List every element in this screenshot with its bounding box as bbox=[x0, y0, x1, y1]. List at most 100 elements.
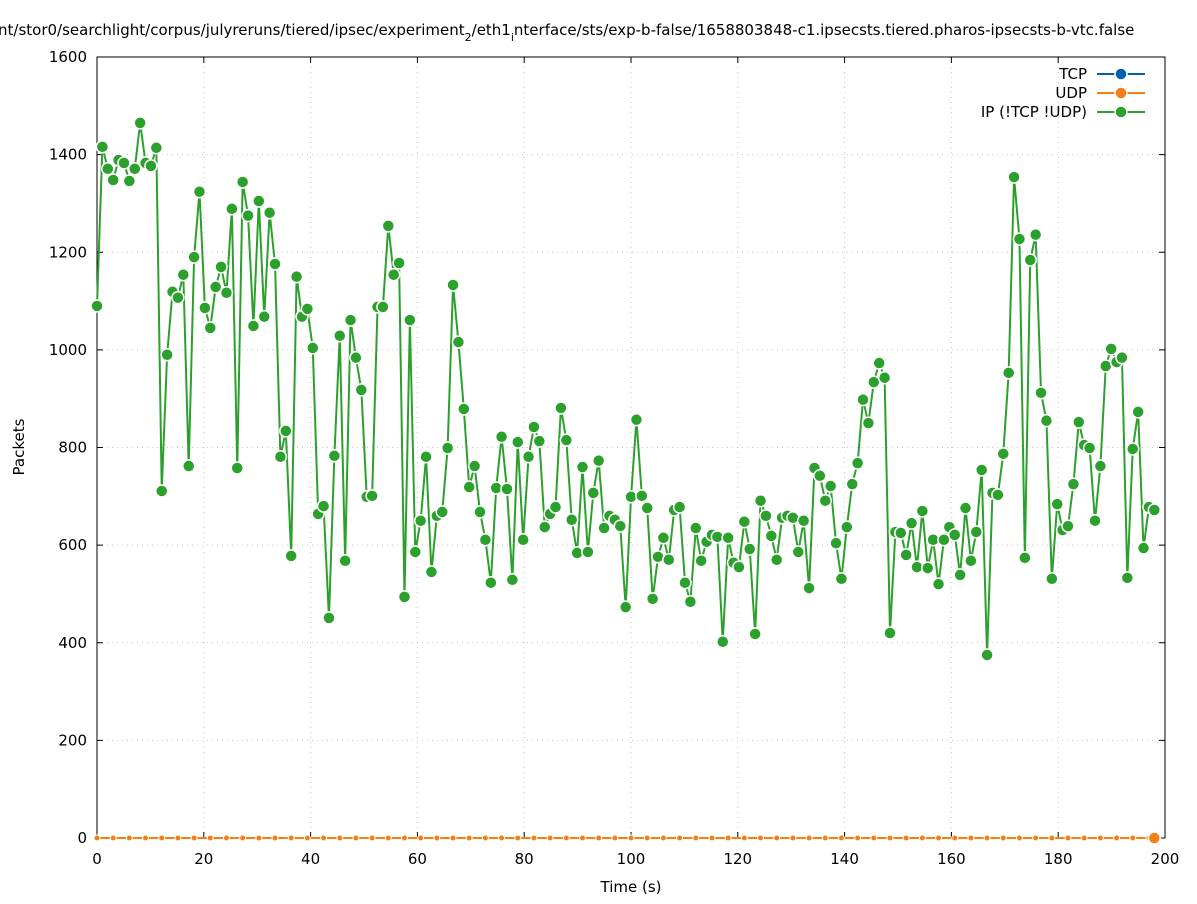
ip-point bbox=[101, 162, 115, 176]
ip-point bbox=[419, 450, 433, 464]
ip-point bbox=[392, 256, 406, 270]
udp-point bbox=[303, 834, 311, 842]
ip-point bbox=[235, 175, 250, 189]
udp-point bbox=[708, 834, 716, 842]
ip-point bbox=[1088, 513, 1102, 528]
udp-point bbox=[174, 834, 182, 842]
legend-label: TCP bbox=[1058, 65, 1087, 83]
udp-point bbox=[724, 834, 732, 842]
udp-point bbox=[1064, 834, 1072, 842]
ip-point bbox=[564, 512, 579, 527]
ip-point bbox=[818, 493, 833, 508]
ip-point bbox=[478, 533, 493, 547]
ip-point bbox=[689, 521, 703, 535]
udp-point bbox=[465, 834, 473, 842]
ip-point bbox=[505, 573, 520, 587]
x-tick-label: 40 bbox=[301, 850, 320, 868]
udp-point bbox=[93, 834, 101, 842]
udp-point bbox=[902, 834, 910, 842]
ip-point bbox=[144, 159, 158, 173]
ip-point bbox=[1125, 442, 1140, 456]
udp-point bbox=[222, 834, 230, 842]
ip-point bbox=[931, 577, 946, 591]
ip-point bbox=[511, 435, 525, 449]
ip-point bbox=[457, 402, 471, 416]
ip-point bbox=[203, 321, 218, 335]
udp-point bbox=[514, 834, 522, 842]
y-tick-label: 200 bbox=[58, 731, 87, 749]
ip-point bbox=[467, 459, 482, 473]
x-tick-label: 200 bbox=[1151, 850, 1180, 868]
ip-point bbox=[397, 590, 412, 604]
udp-point bbox=[546, 834, 554, 842]
ip-point bbox=[899, 548, 913, 562]
udp-point bbox=[886, 834, 894, 842]
udp-point bbox=[773, 834, 781, 842]
ip-point bbox=[219, 286, 234, 300]
ip-point bbox=[192, 184, 207, 199]
ip-point bbox=[516, 533, 530, 547]
ip-point bbox=[532, 434, 547, 448]
ip-point bbox=[160, 348, 174, 362]
udp-point bbox=[481, 834, 489, 842]
udp-point bbox=[109, 834, 117, 842]
ip-point bbox=[338, 553, 352, 568]
ip-point bbox=[381, 219, 396, 233]
udp-point bbox=[1129, 834, 1137, 842]
ip-point bbox=[904, 516, 919, 530]
ip-point bbox=[618, 600, 633, 614]
ip-point bbox=[635, 489, 649, 503]
ip-point bbox=[537, 520, 552, 534]
udp-point bbox=[579, 834, 587, 842]
udp-point bbox=[935, 834, 943, 842]
y-tick-label: 400 bbox=[58, 634, 87, 652]
udp-point bbox=[918, 834, 926, 842]
ip-point bbox=[662, 553, 676, 567]
udp-point bbox=[999, 834, 1007, 842]
ip-point bbox=[883, 626, 897, 640]
ip-point bbox=[484, 575, 498, 590]
ip-point bbox=[769, 553, 784, 567]
udp-point bbox=[870, 834, 878, 842]
ip-point bbox=[597, 521, 611, 535]
ip-point bbox=[257, 309, 271, 324]
udp-point bbox=[336, 834, 344, 842]
y-tick-label: 800 bbox=[58, 439, 87, 457]
udp-point bbox=[692, 834, 700, 842]
ip-point bbox=[1072, 415, 1086, 429]
udp-point bbox=[1048, 834, 1056, 842]
ip-point bbox=[187, 250, 201, 264]
ip-point bbox=[386, 267, 401, 282]
udp-point bbox=[433, 834, 441, 842]
x-tick-label: 140 bbox=[830, 850, 859, 868]
udp-point bbox=[384, 834, 392, 842]
udp-point bbox=[1113, 834, 1121, 842]
ip-point bbox=[408, 545, 423, 559]
udp-point bbox=[368, 834, 376, 842]
ip-point bbox=[915, 504, 930, 518]
udp-point bbox=[206, 834, 214, 842]
ip-point bbox=[133, 116, 147, 130]
ip-point bbox=[823, 479, 838, 493]
ip-point bbox=[413, 513, 428, 528]
ip-point bbox=[1039, 413, 1054, 428]
ip-point bbox=[1034, 386, 1048, 400]
ip-point bbox=[424, 565, 439, 579]
x-tick-label: 20 bbox=[194, 850, 213, 868]
ip-point bbox=[284, 549, 298, 563]
ip-point bbox=[300, 302, 315, 316]
ip-point bbox=[656, 531, 671, 545]
ip-point bbox=[559, 433, 574, 447]
ip-point bbox=[554, 401, 568, 415]
ip-point bbox=[991, 488, 1005, 502]
series-layer bbox=[90, 116, 1162, 845]
axes: 0 20 40 60 80 100 120 140 160 180 200 0 200 400 600 800… bbox=[49, 48, 1180, 868]
y-tick-label: 1000 bbox=[49, 341, 87, 359]
ip-point bbox=[473, 505, 487, 519]
udp-point bbox=[287, 834, 295, 842]
udp-point bbox=[142, 834, 150, 842]
udp-point bbox=[837, 834, 845, 842]
ip-point bbox=[1093, 459, 1108, 473]
ip-point bbox=[181, 459, 196, 473]
